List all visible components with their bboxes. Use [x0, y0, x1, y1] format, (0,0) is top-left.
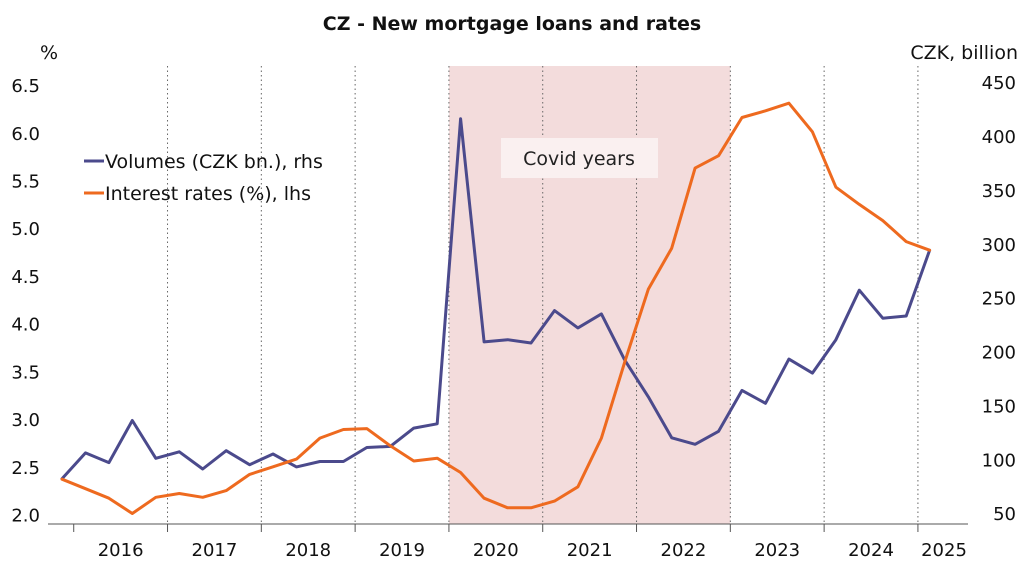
- interest-rates-series-line: [60, 101, 932, 515]
- covid-shaded-region: [448, 66, 731, 524]
- right-tick-label: 150: [982, 396, 1016, 417]
- x-tick-label: 2022: [661, 540, 707, 561]
- x-tick-label: 2016: [98, 540, 144, 561]
- right-tick-label: 200: [982, 343, 1016, 364]
- series-lines: [60, 101, 932, 515]
- left-tick-label: 3.5: [11, 362, 40, 383]
- x-tick-label: 2017: [192, 540, 238, 561]
- covid-region-label: Covid years: [523, 148, 635, 170]
- right-tick-label: 250: [982, 289, 1016, 310]
- left-tick-label: 6.5: [11, 76, 40, 97]
- x-tick-label: 2025: [921, 540, 967, 561]
- legend: Volumes (CZK bn.), rhs Interest rates (%…: [84, 151, 323, 205]
- right-tick-label: 450: [982, 73, 1016, 94]
- x-tick-label: 2020: [473, 540, 519, 561]
- x-tick-label: 2019: [379, 540, 425, 561]
- left-tick-label: 3.0: [11, 410, 40, 431]
- x-tick-label: 2018: [285, 540, 331, 561]
- left-tick-label: 2.0: [11, 505, 40, 526]
- x-tick-label: 2021: [567, 540, 613, 561]
- x-axis-ticks: [73, 524, 919, 532]
- legend-label-rates: Interest rates (%), lhs: [105, 183, 311, 205]
- left-tick-label: 5.0: [11, 219, 40, 240]
- left-tick-label: 2.5: [11, 458, 40, 479]
- chart-title: CZ - New mortgage loans and rates: [323, 13, 702, 35]
- right-tick-label: 300: [982, 235, 1016, 256]
- right-tick-label: 100: [982, 450, 1016, 471]
- x-tick-label: 2024: [848, 540, 894, 561]
- right-axis-unit: CZK, billion: [910, 42, 1018, 64]
- left-axis-ticks: 2.0 2.5 3.0 3.5 4.0 4.5 5.0 5.5 6.0 6.5: [11, 76, 40, 526]
- left-tick-label: 6.0: [11, 124, 40, 145]
- left-axis-unit: %: [40, 42, 58, 64]
- volumes-series-line: [60, 117, 932, 481]
- right-tick-label: 50: [993, 504, 1016, 525]
- x-axis-labels: 2016 2017 2018 2019 2020 2021 2022 2023 2024 2025: [98, 540, 967, 561]
- right-tick-label: 350: [982, 181, 1016, 202]
- legend-label-volumes: Volumes (CZK bn.), rhs: [105, 151, 323, 173]
- covid-label-background: [501, 138, 658, 178]
- left-tick-label: 5.5: [11, 172, 40, 193]
- left-tick-label: 4.0: [11, 315, 40, 336]
- left-tick-label: 4.5: [11, 267, 40, 288]
- x-tick-label: 2023: [754, 540, 800, 561]
- right-axis-ticks: 50 100 150 200 250 300 350 400 450: [982, 73, 1016, 525]
- covid-label-box: Covid years: [501, 138, 658, 178]
- right-tick-label: 400: [982, 127, 1016, 148]
